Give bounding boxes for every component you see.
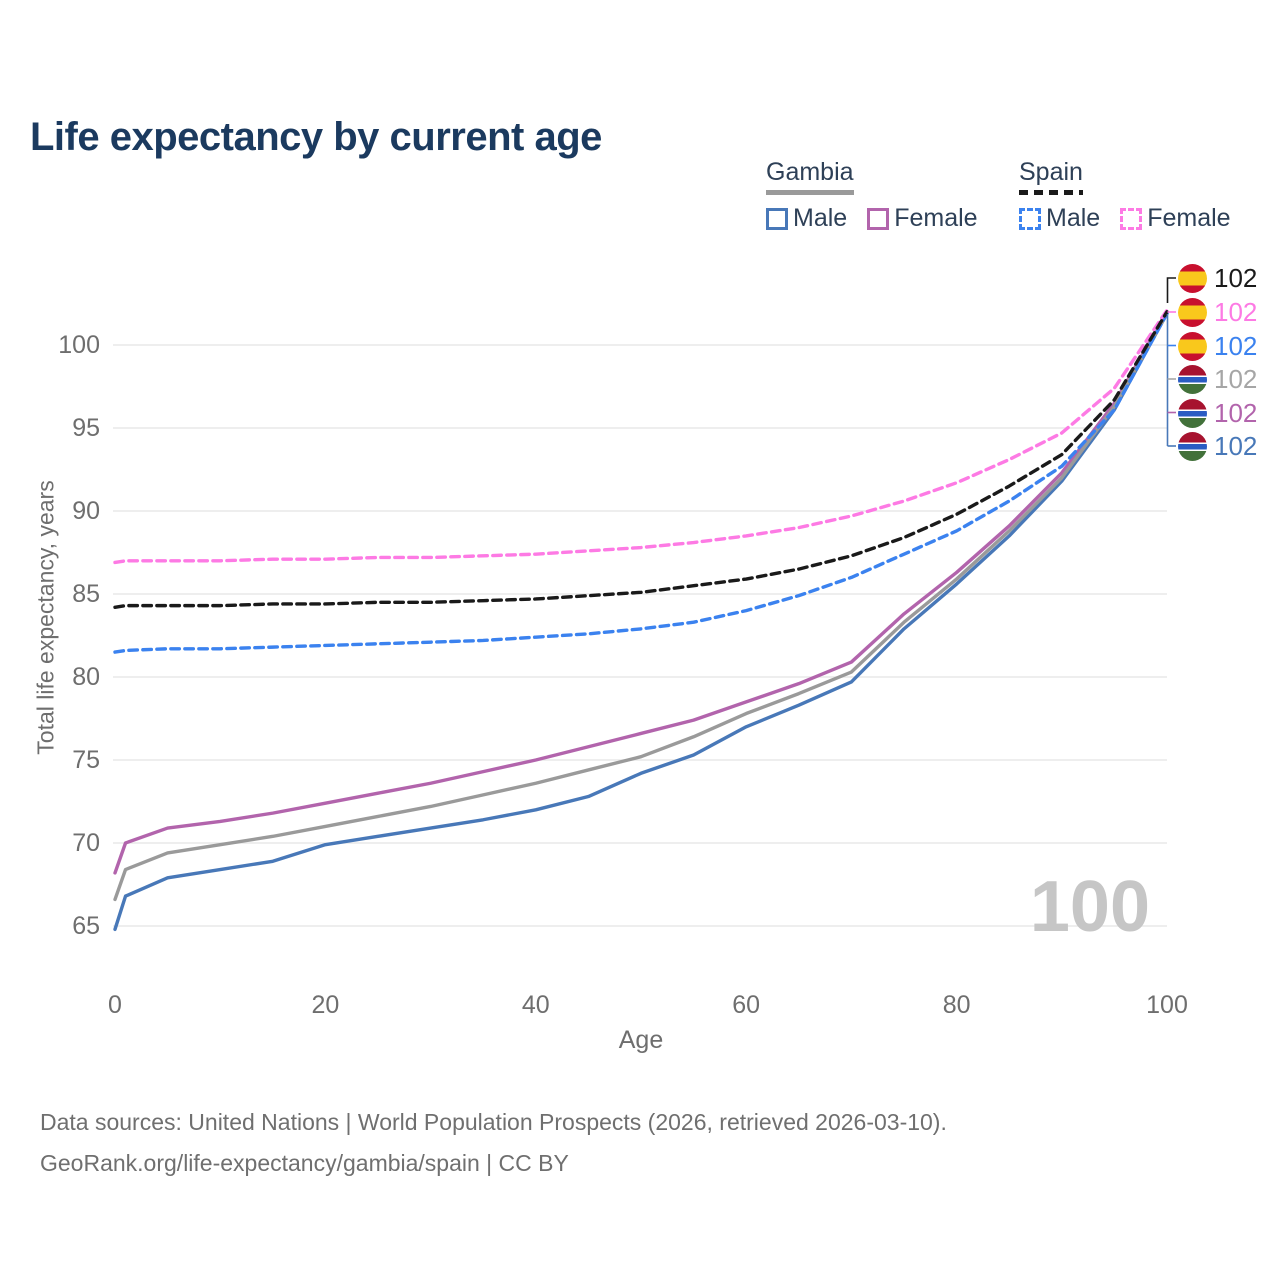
legend-country-spain[interactable]: Spain (1019, 158, 1083, 195)
y-tick-label-95: 95 (72, 414, 100, 442)
y-tick-label-75: 75 (72, 746, 100, 774)
y-tick-label-85: 85 (72, 580, 100, 608)
legend-country-label: Spain (1019, 158, 1083, 186)
x-tick-label-40: 40 (521, 991, 550, 1019)
legend-item-gambia-female[interactable]: Female (867, 204, 978, 233)
end-value: 102 (1214, 263, 1258, 293)
spain-flag-icon (1178, 298, 1207, 327)
legend-item-label: Female (1147, 204, 1231, 232)
footer: Data sources: United Nations | World Pop… (40, 1102, 947, 1184)
legend-items-gambia: Male Female (766, 204, 978, 233)
series-line-gambia-female[interactable] (113, 310, 1169, 875)
spain-female-swatch-icon (1120, 207, 1143, 230)
end-value: 102 (1214, 397, 1258, 428)
series-line-gambia-total[interactable] (113, 311, 1169, 902)
end-label-row-1[interactable]: 102 (1178, 297, 1257, 328)
gambia-flag-icon (1178, 365, 1207, 394)
data-sources-text: Data sources: United Nations | World Pop… (40, 1109, 947, 1135)
end-label-row-0[interactable]: 102 (1178, 263, 1257, 294)
spain-flag-icon (1178, 264, 1207, 293)
end-label-row-4[interactable]: 102 (1178, 398, 1257, 429)
legend-items-spain: Male Female (1019, 204, 1231, 233)
series-line-gambia-male[interactable] (113, 311, 1169, 932)
legend-group-spain: Spain Male Female (1019, 158, 1231, 233)
spain-flag-icon (1178, 331, 1207, 361)
series-line-spain-female[interactable] (113, 308, 1169, 565)
spain-total-line-swatch (1019, 190, 1083, 195)
legend-item-gambia-male[interactable]: Male (766, 204, 847, 233)
y-tick-label-70: 70 (72, 829, 100, 857)
legend-item-label: Female (894, 204, 978, 232)
x-tick-label-100: 100 (1146, 991, 1188, 1019)
legend-item-spain-male[interactable]: Male (1019, 204, 1100, 233)
series-line-spain-male[interactable] (113, 311, 1169, 654)
x-axis-title: Age (618, 1026, 664, 1054)
animation-frame-counter: 100 (1029, 867, 1150, 947)
end-value: 102 (1214, 364, 1258, 394)
gambia-female-swatch-icon (867, 207, 890, 230)
y-tick-label-80: 80 (72, 663, 100, 691)
gambia-flag-icon (1178, 398, 1207, 428)
legend-item-label: Male (793, 204, 848, 232)
legend-country-label: Gambia (766, 158, 854, 186)
series-line-spain-total[interactable] (113, 310, 1169, 609)
y-tick-label-100: 100 (58, 331, 100, 359)
x-tick-label-80: 80 (942, 991, 971, 1019)
y-axis-title: Total life expectancy, years (32, 480, 59, 755)
legend-group-gambia: Gambia Male Female (766, 158, 978, 233)
end-label-row-3[interactable]: 102 (1178, 364, 1257, 395)
x-tick-label-60: 60 (732, 991, 761, 1019)
gambia-flag-icon (1178, 432, 1207, 461)
legend-country-gambia[interactable]: Gambia (766, 158, 854, 195)
end-value: 102 (1214, 297, 1258, 327)
x-tick-label-0: 0 (108, 991, 122, 1019)
end-label-row-5[interactable]: 102 (1178, 431, 1257, 462)
source-url-text[interactable]: GeoRank.org/life-expectancy/gambia/spain… (40, 1150, 569, 1176)
end-value: 102 (1214, 431, 1258, 461)
leader-line-0 (1166, 277, 1176, 303)
legend-item-spain-female[interactable]: Female (1120, 204, 1231, 233)
legend-item-label: Male (1046, 204, 1101, 232)
y-tick-label-90: 90 (72, 497, 100, 525)
gambia-male-swatch-icon (766, 207, 788, 230)
end-label-row-2[interactable]: 102 (1178, 331, 1257, 362)
gambia-total-line-swatch (766, 190, 854, 195)
end-value: 102 (1214, 330, 1258, 361)
spain-male-swatch-icon (1019, 207, 1041, 230)
x-tick-label-20: 20 (311, 991, 340, 1019)
y-tick-label-65: 65 (72, 912, 100, 940)
page-title: Life expectancy by current age (30, 114, 602, 159)
